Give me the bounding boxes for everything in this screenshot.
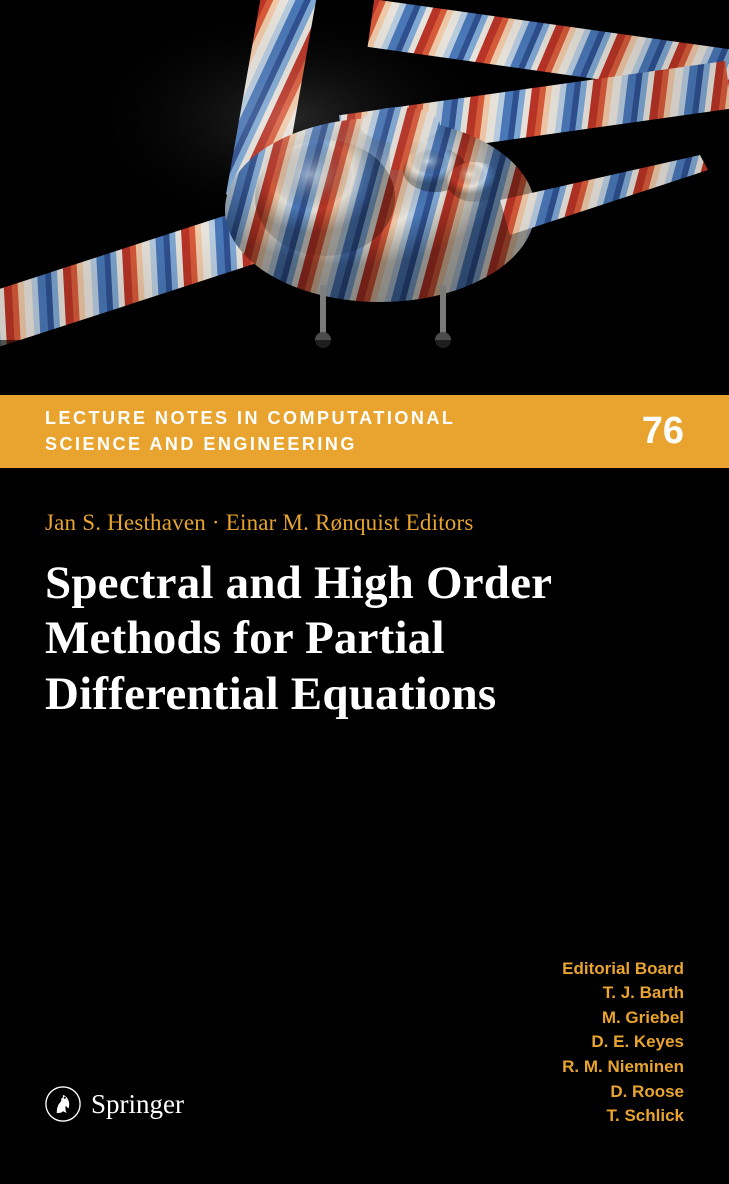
- publisher: Springer: [45, 1086, 184, 1122]
- board-member: D. E. Keyes: [562, 1030, 684, 1055]
- board-member: T. J. Barth: [562, 981, 684, 1006]
- series-title-line1: LECTURE NOTES IN COMPUTATIONAL: [45, 408, 455, 428]
- board-member: D. Roose: [562, 1080, 684, 1105]
- hero-image: [0, 0, 729, 395]
- board-member: M. Griebel: [562, 1006, 684, 1031]
- springer-logo-icon: [45, 1086, 81, 1122]
- main-content: Jan S. Hesthaven · Einar M. Rønquist Edi…: [0, 468, 729, 722]
- editorial-board: Editorial Board T. J. Barth M. Griebel D…: [562, 957, 684, 1129]
- series-title: LECTURE NOTES IN COMPUTATIONAL SCIENCE A…: [45, 406, 455, 456]
- editorial-board-heading: Editorial Board: [562, 957, 684, 982]
- book-title: Spectral and High Order Methods for Part…: [45, 556, 684, 722]
- board-member: T. Schlick: [562, 1104, 684, 1129]
- board-member: R. M. Nieminen: [562, 1055, 684, 1080]
- series-title-line2: SCIENCE AND ENGINEERING: [45, 434, 357, 454]
- editors-line: Jan S. Hesthaven · Einar M. Rønquist Edi…: [45, 510, 684, 536]
- publisher-name: Springer: [91, 1089, 184, 1120]
- series-number: 76: [642, 410, 684, 453]
- series-band: LECTURE NOTES IN COMPUTATIONAL SCIENCE A…: [0, 395, 729, 468]
